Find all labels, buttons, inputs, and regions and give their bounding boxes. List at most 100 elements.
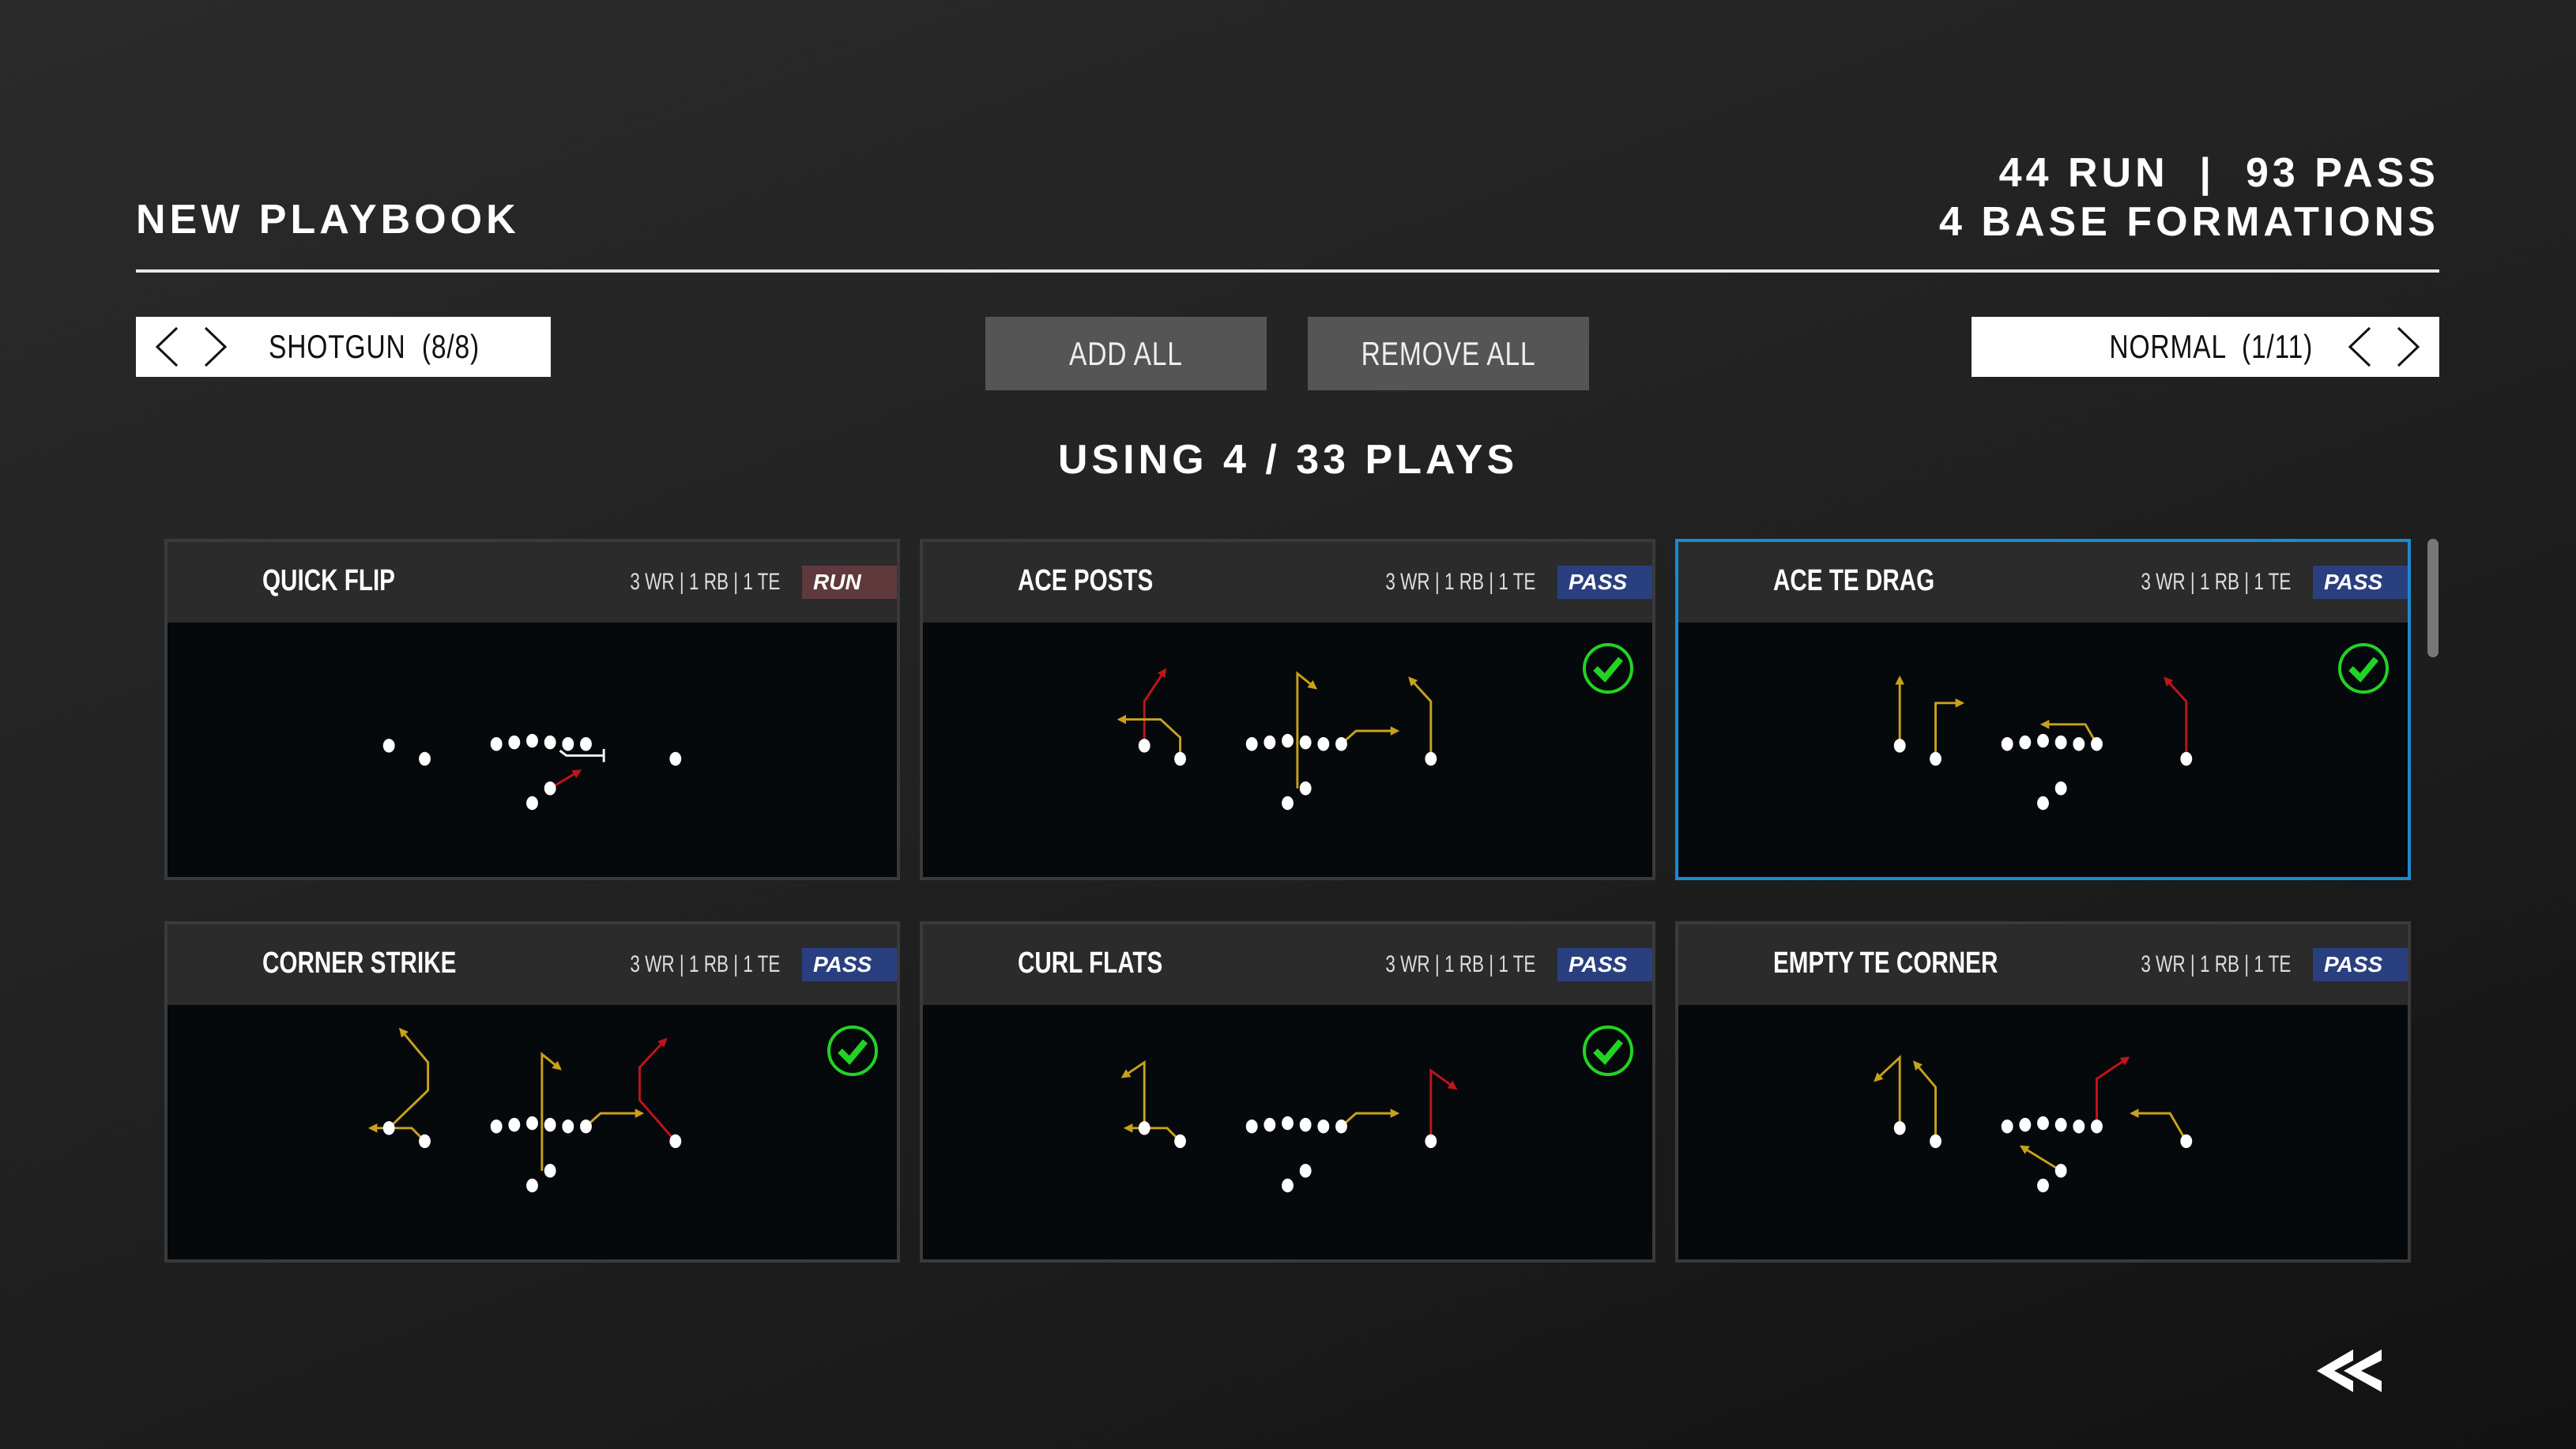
primary-route bbox=[1143, 668, 1167, 746]
play-card[interactable]: QUICK FLIP 3 WR | 1 RB | 1 TE RUN bbox=[164, 539, 900, 880]
route bbox=[2130, 1108, 2188, 1142]
player-marker bbox=[419, 1134, 431, 1149]
route bbox=[1340, 726, 1400, 745]
player-marker bbox=[1335, 1120, 1347, 1134]
route bbox=[585, 1108, 645, 1127]
player-marker bbox=[526, 1178, 538, 1193]
play-card-header: ACE TE DRAG 3 WR | 1 RB | 1 TE PASS bbox=[1678, 542, 2408, 623]
playbook-stats: 44 RUN | 93 PASS 4 BASE FORMATIONS bbox=[1939, 149, 2439, 247]
play-diagram bbox=[367, 1027, 682, 1193]
player-marker bbox=[2091, 1120, 2103, 1134]
play-type-badge: PASS bbox=[1557, 948, 1652, 981]
primary-route bbox=[638, 1037, 676, 1142]
player-marker bbox=[508, 1117, 521, 1132]
player-marker bbox=[562, 737, 574, 751]
player-marker bbox=[1930, 1134, 1941, 1149]
play-personnel: 3 WR | 1 RB | 1 TE bbox=[629, 951, 780, 977]
player-marker bbox=[544, 1117, 556, 1132]
chevron-right-icon[interactable] bbox=[191, 317, 239, 377]
play-diagram bbox=[1874, 1055, 2193, 1193]
player-marker bbox=[1299, 781, 1312, 796]
player-marker bbox=[490, 737, 503, 751]
route bbox=[367, 1123, 426, 1142]
player-marker bbox=[1264, 735, 1276, 750]
route bbox=[1117, 714, 1181, 759]
player-marker bbox=[382, 739, 395, 753]
play-type-badge: PASS bbox=[2313, 566, 2408, 599]
sub-formation-label: NORMAL (1/11) bbox=[2109, 328, 2313, 365]
play-card-header: CORNER STRIKE 3 WR | 1 RB | 1 TE PASS bbox=[168, 924, 897, 1005]
check-icon bbox=[826, 1024, 879, 1078]
player-marker bbox=[1299, 1117, 1312, 1132]
player-marker bbox=[544, 735, 556, 750]
chevron-right-icon[interactable] bbox=[2384, 317, 2431, 377]
play-personnel: 3 WR | 1 RB | 1 TE bbox=[2140, 569, 2291, 595]
route bbox=[2039, 719, 2098, 745]
player-marker bbox=[1264, 1117, 1276, 1132]
route bbox=[1934, 698, 1965, 759]
scrollbar[interactable] bbox=[2427, 539, 2439, 657]
play-card[interactable]: CORNER STRIKE 3 WR | 1 RB | 1 TE PASS bbox=[164, 921, 900, 1263]
play-name: QUICK FLIP bbox=[262, 564, 395, 597]
play-card[interactable]: ACE TE DRAG 3 WR | 1 RB | 1 TE PASS bbox=[1675, 539, 2411, 880]
player-marker bbox=[1930, 751, 1941, 766]
player-marker bbox=[1893, 1121, 1906, 1135]
remove-all-button[interactable]: REMOVE ALL bbox=[1308, 317, 1589, 390]
player-marker bbox=[526, 733, 538, 748]
player-marker bbox=[1299, 735, 1312, 750]
player-marker bbox=[1335, 737, 1347, 751]
double-chevron-left-icon[interactable] bbox=[2315, 1343, 2386, 1398]
player-marker bbox=[1245, 1120, 1258, 1134]
add-all-button[interactable]: ADD ALL bbox=[985, 317, 1267, 390]
route bbox=[1296, 671, 1317, 788]
play-card[interactable]: ACE POSTS 3 WR | 1 RB | 1 TE PASS bbox=[920, 539, 1655, 880]
header-divider bbox=[136, 269, 2439, 273]
play-card[interactable]: EMPTY TE CORNER 3 WR | 1 RB | 1 TE PASS bbox=[1675, 921, 2411, 1263]
chevron-left-icon[interactable] bbox=[144, 317, 191, 377]
player-marker bbox=[1425, 1134, 1437, 1149]
player-marker bbox=[1282, 1116, 1294, 1131]
player-marker bbox=[2019, 735, 2032, 750]
route bbox=[559, 749, 604, 757]
player-marker bbox=[490, 1120, 503, 1134]
player-marker bbox=[2091, 737, 2103, 751]
play-diagram bbox=[1893, 675, 2193, 811]
formation-selector: SHOTGUN (8/8) bbox=[136, 317, 551, 377]
route bbox=[388, 1027, 430, 1129]
add-all-label: ADD ALL bbox=[1069, 334, 1183, 372]
play-personnel: 3 WR | 1 RB | 1 TE bbox=[2140, 951, 2291, 977]
route bbox=[1913, 1060, 1937, 1142]
route bbox=[2019, 1145, 2062, 1172]
play-diagram bbox=[382, 733, 682, 811]
chevron-left-icon[interactable] bbox=[2337, 317, 2384, 377]
play-card-header: QUICK FLIP 3 WR | 1 RB | 1 TE RUN bbox=[168, 542, 897, 623]
player-marker bbox=[508, 735, 521, 750]
play-personnel: 3 WR | 1 RB | 1 TE bbox=[1384, 569, 1535, 595]
play-card[interactable]: CURL FLATS 3 WR | 1 RB | 1 TE PASS bbox=[920, 921, 1655, 1263]
player-marker bbox=[2180, 1134, 2193, 1149]
route bbox=[1874, 1055, 1901, 1128]
play-card-header: CURL FLATS 3 WR | 1 RB | 1 TE PASS bbox=[923, 924, 1652, 1005]
player-marker bbox=[2037, 733, 2049, 748]
play-personnel: 3 WR | 1 RB | 1 TE bbox=[629, 569, 780, 595]
player-marker bbox=[1138, 739, 1151, 753]
player-marker bbox=[580, 1120, 592, 1134]
player-marker bbox=[1317, 737, 1330, 751]
player-marker bbox=[2037, 796, 2049, 811]
play-diagram bbox=[1120, 1059, 1458, 1193]
primary-route bbox=[2164, 676, 2188, 759]
player-marker bbox=[2001, 737, 2013, 751]
player-marker bbox=[2054, 781, 2067, 796]
play-type-badge: PASS bbox=[802, 948, 897, 981]
play-personnel: 3 WR | 1 RB | 1 TE bbox=[1384, 951, 1535, 977]
route bbox=[1340, 1108, 1400, 1127]
route bbox=[1408, 676, 1433, 759]
sub-formation-selector: NORMAL (1/11) bbox=[1972, 317, 2439, 377]
player-marker bbox=[2037, 1116, 2049, 1131]
page-title: NEW PLAYBOOK bbox=[136, 197, 520, 243]
player-marker bbox=[2019, 1117, 2032, 1132]
player-marker bbox=[382, 1121, 395, 1135]
remove-all-label: REMOVE ALL bbox=[1361, 334, 1536, 372]
player-marker bbox=[1282, 733, 1294, 748]
player-marker bbox=[544, 781, 556, 796]
